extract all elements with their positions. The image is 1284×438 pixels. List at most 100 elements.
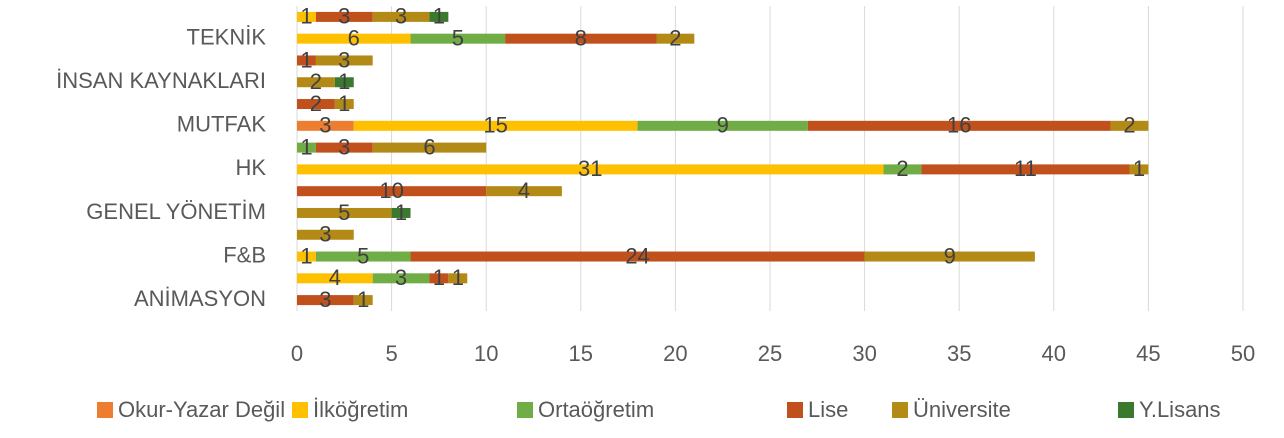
data-label: 2	[896, 156, 908, 181]
data-label: 1	[452, 265, 464, 290]
bar-segment	[410, 251, 865, 262]
bar-segment	[429, 273, 449, 284]
data-label: 3	[338, 47, 350, 72]
legend-label: Lise	[808, 397, 848, 422]
bar-segment	[372, 142, 487, 153]
data-label: 2	[310, 91, 322, 116]
data-label: 1	[357, 287, 369, 312]
data-label: 3	[319, 287, 331, 312]
data-label: 24	[625, 243, 649, 268]
bar-segment	[864, 251, 1035, 262]
legend-label: Y.Lisans	[1139, 397, 1221, 422]
legend-label: İlköğretim	[313, 397, 408, 422]
data-label: 8	[575, 25, 587, 50]
bar-segment	[372, 273, 430, 284]
bar-segment	[297, 295, 354, 306]
y-tick-label: TEKNİK	[187, 24, 267, 49]
bar-segment	[297, 164, 884, 175]
legend-marker	[1118, 402, 1134, 418]
data-label: 3	[338, 134, 350, 159]
data-label: 1	[338, 91, 350, 116]
bar-segment	[391, 207, 411, 218]
bar-segment	[448, 273, 468, 284]
x-tick-label: 20	[663, 341, 687, 366]
legend-label: Ortaöğretim	[538, 397, 654, 422]
data-label: 15	[483, 113, 507, 138]
data-label: 1	[433, 265, 445, 290]
data-label: 5	[357, 243, 369, 268]
data-label: 3	[395, 265, 407, 290]
y-tick-label: HK	[235, 155, 266, 180]
x-tick-label: 25	[758, 341, 782, 366]
bar-segment	[334, 99, 354, 110]
bar-segment	[1129, 164, 1149, 175]
bar-segment	[315, 55, 373, 66]
y-tick-label: MUTFAK	[177, 112, 267, 137]
bar-segment	[1110, 120, 1149, 131]
bar-segment	[297, 33, 411, 44]
data-label: 1	[395, 200, 407, 225]
data-label: 3	[338, 4, 350, 29]
data-label: 2	[1123, 113, 1135, 138]
bar-segment	[921, 164, 1130, 175]
bar-segment	[297, 55, 316, 66]
bar-segment	[429, 11, 449, 22]
legend-marker	[892, 402, 908, 418]
bar-segment	[315, 251, 411, 262]
y-tick-label: GENEL YÖNETİM	[86, 199, 266, 224]
x-tick-label: 35	[947, 341, 971, 366]
data-label: 3	[395, 4, 407, 29]
bar-segment	[656, 33, 695, 44]
data-label: 1	[300, 47, 312, 72]
bar-segment	[297, 142, 316, 153]
bar-segment	[297, 120, 354, 131]
y-tick-label: İNSAN KAYNAKLARI	[56, 68, 266, 93]
bar-segment	[807, 120, 1111, 131]
legend-label: Üniversite	[913, 397, 1011, 422]
bar-segment	[353, 295, 373, 306]
bar-segment	[297, 11, 316, 22]
data-label: 1	[300, 243, 312, 268]
x-tick-label: 0	[291, 341, 303, 366]
bar-segment	[410, 33, 506, 44]
data-label: 2	[669, 25, 681, 50]
bar-segment	[883, 164, 922, 175]
legend-marker	[787, 402, 803, 418]
legend-marker	[517, 402, 533, 418]
bar-segment	[353, 120, 638, 131]
data-label: 31	[578, 156, 602, 181]
bar-segment	[297, 229, 354, 240]
data-label: 10	[379, 178, 403, 203]
data-label: 1	[433, 4, 445, 29]
legend-marker	[292, 402, 308, 418]
x-tick-label: 50	[1231, 341, 1255, 366]
data-label: 5	[452, 25, 464, 50]
bar-segment	[297, 77, 335, 88]
x-tick-label: 40	[1042, 341, 1066, 366]
x-tick-label: 15	[569, 341, 593, 366]
legend-label: Okur-Yazar Değil	[118, 397, 285, 422]
data-label: 1	[1133, 156, 1145, 181]
bar-segment	[372, 11, 430, 22]
y-tick-label: ANİMASYON	[134, 286, 266, 311]
bar-segment	[505, 33, 657, 44]
bar-segment	[315, 11, 373, 22]
data-label: 1	[338, 69, 350, 94]
bar-segment	[637, 120, 808, 131]
data-label: 1	[300, 4, 312, 29]
bar-segment	[297, 207, 392, 218]
data-label: 11	[1014, 156, 1037, 181]
data-label: 5	[338, 200, 350, 225]
data-label: 9	[944, 243, 956, 268]
bar-segment	[297, 99, 335, 110]
bar-segment	[315, 142, 373, 153]
data-label: 4	[518, 178, 530, 203]
data-label: 6	[348, 25, 360, 50]
bar-segment	[297, 251, 316, 262]
bar-segment	[486, 186, 562, 197]
x-tick-label: 5	[385, 341, 397, 366]
x-tick-label: 30	[852, 341, 876, 366]
data-label: 3	[319, 222, 331, 247]
data-label: 3	[319, 113, 331, 138]
